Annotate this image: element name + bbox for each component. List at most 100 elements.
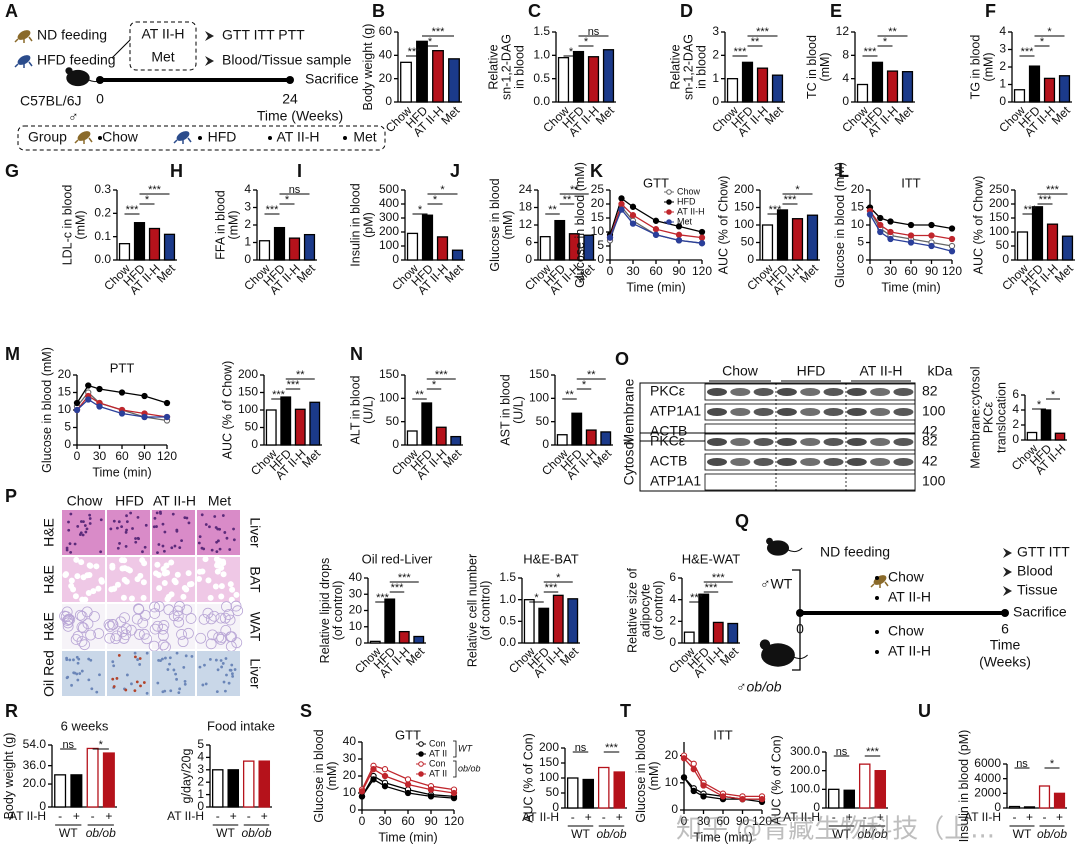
blot-band bbox=[870, 388, 891, 396]
histology-texture bbox=[196, 575, 203, 582]
bar bbox=[585, 429, 597, 446]
data-point bbox=[877, 221, 884, 229]
x-tick-label: 0 bbox=[607, 264, 614, 278]
y-tick-label: 0.3 bbox=[94, 182, 111, 196]
y-tick-label: 10 bbox=[665, 775, 679, 789]
kda-label: 42 bbox=[922, 423, 938, 439]
data-point bbox=[370, 776, 377, 783]
x-tick-label: 30 bbox=[697, 814, 711, 828]
x-tick-label: 30 bbox=[378, 814, 392, 828]
histology-texture bbox=[208, 525, 211, 529]
blot-band bbox=[730, 438, 751, 446]
panel-letter: A bbox=[5, 1, 18, 21]
data-point bbox=[680, 755, 688, 762]
significance-label: *** bbox=[605, 742, 619, 754]
y-tick-label: 4 bbox=[1012, 402, 1019, 416]
histology-texture bbox=[109, 527, 113, 531]
histology-texture bbox=[178, 687, 182, 691]
y-tick-label: 500 bbox=[379, 182, 399, 196]
histology-texture bbox=[87, 678, 91, 682]
blot-band bbox=[800, 438, 821, 446]
significance-label: *** bbox=[391, 582, 405, 594]
x-axis-label: Time (min) bbox=[693, 830, 752, 844]
x-tick-label: + bbox=[1026, 810, 1033, 824]
x-axis-label: Time (min) bbox=[92, 465, 151, 479]
bar bbox=[1054, 432, 1066, 441]
bar bbox=[567, 598, 579, 644]
histology-image bbox=[107, 510, 150, 555]
y-tick-label: 10 bbox=[851, 217, 865, 231]
histology-texture bbox=[212, 583, 219, 590]
histology-texture bbox=[88, 517, 92, 520]
histology-texture bbox=[171, 512, 175, 516]
histology-texture bbox=[112, 664, 116, 668]
y-axis-label: (of control) bbox=[478, 581, 492, 641]
blot-band bbox=[823, 458, 844, 466]
group-label: WT bbox=[832, 827, 851, 841]
significance-label: ns bbox=[62, 739, 74, 751]
x-tick-label: + bbox=[616, 810, 623, 824]
histology-texture bbox=[220, 624, 232, 636]
blot-band bbox=[893, 438, 914, 446]
mouse-icon bbox=[787, 547, 803, 553]
data-point bbox=[358, 793, 366, 800]
group-row-label: AT II-H bbox=[783, 810, 820, 824]
y-tick-label: 4000 bbox=[974, 771, 1001, 785]
bar bbox=[568, 233, 580, 261]
x-tick-label: 120 bbox=[692, 264, 712, 278]
y-tick-label: 0.0 bbox=[533, 94, 550, 108]
significance-label: * bbox=[285, 194, 290, 206]
y-tick-label: 10 bbox=[591, 224, 605, 238]
x-tick-label: 90 bbox=[138, 449, 152, 463]
histology-texture bbox=[185, 570, 192, 577]
histology-texture bbox=[207, 629, 218, 641]
y-axis-label: AUC (% of Chow) bbox=[971, 176, 985, 275]
panel-letter: H bbox=[170, 161, 183, 181]
histology-texture bbox=[72, 658, 75, 662]
significance-label: * bbox=[883, 36, 888, 48]
histology-texture bbox=[98, 673, 101, 677]
significance-label: *** bbox=[1024, 204, 1038, 216]
histology-texture bbox=[134, 537, 137, 540]
bar bbox=[421, 214, 434, 261]
data-point bbox=[450, 794, 458, 802]
data-point bbox=[948, 225, 956, 232]
histology-texture bbox=[114, 581, 121, 588]
chart-title: ITT bbox=[713, 727, 733, 742]
histology-texture bbox=[203, 663, 206, 667]
histology-texture bbox=[79, 596, 86, 603]
x-tick-label: - bbox=[863, 810, 867, 824]
histology-texture bbox=[228, 596, 235, 603]
y-tick-label: 8 bbox=[842, 48, 849, 62]
histology-texture bbox=[82, 618, 94, 630]
blot-band bbox=[893, 458, 914, 466]
group-label: ob/ob bbox=[86, 826, 116, 840]
bar bbox=[416, 40, 428, 103]
mouse-icon bbox=[793, 654, 808, 660]
y-tick-label: 60 bbox=[379, 24, 393, 38]
histology-texture bbox=[125, 528, 128, 532]
blot-band bbox=[753, 438, 774, 446]
histology-texture bbox=[220, 571, 227, 578]
histology-column: Met bbox=[208, 493, 231, 509]
data-point bbox=[928, 232, 935, 239]
timeline-end: Sacrifice bbox=[305, 71, 359, 87]
tissue-label: BAT bbox=[247, 566, 263, 593]
bar bbox=[421, 402, 433, 446]
bar bbox=[1043, 77, 1056, 103]
kda-label: 100 bbox=[922, 473, 946, 489]
readout: GTT ITT PTT bbox=[222, 27, 305, 43]
y-tick-label: 0 bbox=[712, 94, 719, 108]
bar bbox=[726, 78, 739, 103]
histology-texture bbox=[125, 624, 137, 636]
x-tick-label: 60 bbox=[904, 264, 918, 278]
histology-texture bbox=[133, 651, 137, 655]
bar bbox=[776, 209, 789, 261]
data-point bbox=[739, 795, 746, 803]
data-point bbox=[758, 795, 766, 803]
x-tick-label: - bbox=[58, 809, 62, 823]
timeline-axis-label: Time bbox=[990, 637, 1021, 653]
blot-strip bbox=[704, 473, 916, 491]
data-point bbox=[948, 242, 956, 250]
bar bbox=[741, 61, 754, 103]
